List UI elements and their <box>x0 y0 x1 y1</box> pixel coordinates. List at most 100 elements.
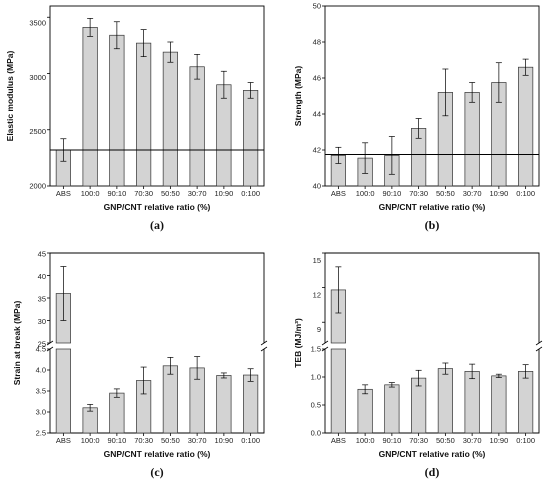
plot-frame-c-lower <box>49 349 265 434</box>
axis-break-mark-upper-d-1 <box>535 340 543 346</box>
panel-c: ABS 100:0 90:10 70:30 50:50 30:70 10:90 0:100 2… <box>12 250 268 479</box>
panel-b: ABS 100:0 90:10 70:30 50:50 30:70 10:90 0:100 4… <box>293 2 540 232</box>
xtick-a-2: 90:10 <box>107 189 126 198</box>
lower-ytick-d-3: 1.5 <box>311 345 321 354</box>
plot-frame-d-lower <box>324 349 540 434</box>
xlabel-d: GNP/CNT relative ratio (%) <box>379 449 486 459</box>
xtick-b-4: 50:50 <box>436 189 455 198</box>
bar-b-5 <box>464 92 480 187</box>
marks-c: ABS 100:0 90:10 70:30 50:50 30:70 10:90 0:100 <box>46 252 268 445</box>
bar-d-3 <box>411 377 427 434</box>
ylabel-d: TEB (MJ/m³) <box>293 318 303 368</box>
upper-ytick-c-1: 30 <box>38 317 46 326</box>
ytick-a-3: 3500 <box>29 19 46 28</box>
bar-b-7 <box>518 66 534 187</box>
bar-c-2 <box>109 392 125 434</box>
xtick-c-3: 70:30 <box>134 436 153 445</box>
xtick-a-7: 0:100 <box>241 189 260 198</box>
bar-a-3 <box>136 42 152 187</box>
lower-ytick-d-0: 0.0 <box>311 429 321 438</box>
bar-d-2 <box>384 384 400 434</box>
ytick-a-0: 2000 <box>29 182 46 191</box>
ytick-a-2: 3000 <box>29 73 46 82</box>
xtick-a-0: ABS <box>56 189 71 198</box>
marks-a: ABS 100:0 90:10 70:30 50:50 30:70 10:90 0:100 <box>47 16 264 198</box>
lower-ytick-d-2: 1.0 <box>311 373 321 382</box>
ylabel-b: Strength (MPa) <box>293 66 303 127</box>
upper-ytick-c-2: 35 <box>38 295 46 304</box>
xtick-b-7: 0:100 <box>516 189 535 198</box>
xlabel-c: GNP/CNT relative ratio (%) <box>104 449 211 459</box>
plot-frame-b <box>324 5 540 187</box>
lower-ytick-c-4: 4.5 <box>36 345 46 354</box>
xtick-b-5: 30:70 <box>463 189 482 198</box>
xtick-c-7: 0:100 <box>241 436 260 445</box>
panel-label-b: (b) <box>425 218 440 232</box>
xlabel-a: GNP/CNT relative ratio (%) <box>104 202 211 212</box>
bar-a-5 <box>189 66 205 187</box>
plot-frame-c <box>49 252 265 343</box>
xtick-c-2: 90:10 <box>107 436 126 445</box>
ytick-b-3: 46 <box>313 74 321 83</box>
axis-break-mark-lower-d-0 <box>321 346 329 352</box>
bar-d-5 <box>464 371 480 434</box>
bar-c-7 <box>243 374 259 434</box>
plot-frame-a <box>49 5 265 187</box>
ytick-b-2: 44 <box>313 110 321 119</box>
axis-break-mark-upper-c-0 <box>46 340 54 346</box>
xtick-c-5: 30:70 <box>188 436 207 445</box>
panel-a: ABS 100:0 90:10 70:30 50:50 30:70 10:90 0:100 2… <box>5 5 265 232</box>
upper-ytick-d-0: 9 <box>317 325 321 334</box>
plot-frame-d <box>324 252 540 343</box>
xtick-d-0: ABS <box>331 436 346 445</box>
bar-a-4 <box>162 51 178 187</box>
bar-a-2 <box>109 34 125 187</box>
lower-ytick-c-0: 2.5 <box>36 429 46 438</box>
axis-break-mark-lower-c-1 <box>260 346 268 352</box>
xtick-a-1: 100:0 <box>81 189 100 198</box>
axis-break-mark-upper-d-0 <box>321 340 329 346</box>
xtick-a-4: 50:50 <box>161 189 180 198</box>
lower-ytick-c-2: 3.5 <box>36 387 46 396</box>
xtick-d-4: 50:50 <box>436 436 455 445</box>
axis-break-mark-upper-c-1 <box>260 340 268 346</box>
bar-lower-d-0 <box>330 348 346 434</box>
upper-ytick-c-3: 40 <box>38 272 46 281</box>
xtick-d-7: 0:100 <box>516 436 535 445</box>
ytick-a-1: 2500 <box>29 127 46 136</box>
xtick-b-6: 10:90 <box>489 189 508 198</box>
xtick-d-1: 100:0 <box>356 436 375 445</box>
marks-d: ABS 100:0 90:10 70:30 50:50 30:70 10:90 0:100 <box>321 252 543 445</box>
bar-d-4 <box>437 368 453 434</box>
upper-ytick-c-0: 25 <box>38 340 46 349</box>
bar-a-7 <box>243 90 259 187</box>
xtick-c-6: 10:90 <box>214 436 233 445</box>
xtick-d-2: 90:10 <box>382 436 401 445</box>
bar-d-6 <box>491 375 507 434</box>
xtick-b-0: ABS <box>331 189 346 198</box>
xtick-a-6: 10:90 <box>214 189 233 198</box>
xtick-c-1: 100:0 <box>81 436 100 445</box>
xtick-c-4: 50:50 <box>161 436 180 445</box>
ytick-b-5: 50 <box>313 2 321 11</box>
bar-a-1 <box>82 27 98 187</box>
axis-break-mark-lower-d-1 <box>535 346 543 352</box>
bar-a-6 <box>216 84 232 187</box>
axis-break-mark-lower-c-0 <box>46 346 54 352</box>
upper-ytick-d-2: 15 <box>313 256 321 265</box>
xtick-a-5: 30:70 <box>188 189 207 198</box>
xtick-d-3: 70:30 <box>409 436 428 445</box>
ylabel-c: Strain at break (MPa) <box>12 301 22 386</box>
bar-c-4 <box>162 365 178 434</box>
xtick-c-0: ABS <box>56 436 71 445</box>
bar-d-7 <box>518 371 534 434</box>
panel-label-d: (d) <box>425 465 440 479</box>
xtick-a-3: 70:30 <box>134 189 153 198</box>
xtick-b-2: 90:10 <box>382 189 401 198</box>
lower-ytick-d-1: 0.5 <box>311 401 321 410</box>
upper-ytick-d-1: 12 <box>313 290 321 299</box>
ytick-b-1: 42 <box>313 146 321 155</box>
bar-lower-c-0 <box>55 348 71 434</box>
xtick-d-6: 10:90 <box>489 436 508 445</box>
